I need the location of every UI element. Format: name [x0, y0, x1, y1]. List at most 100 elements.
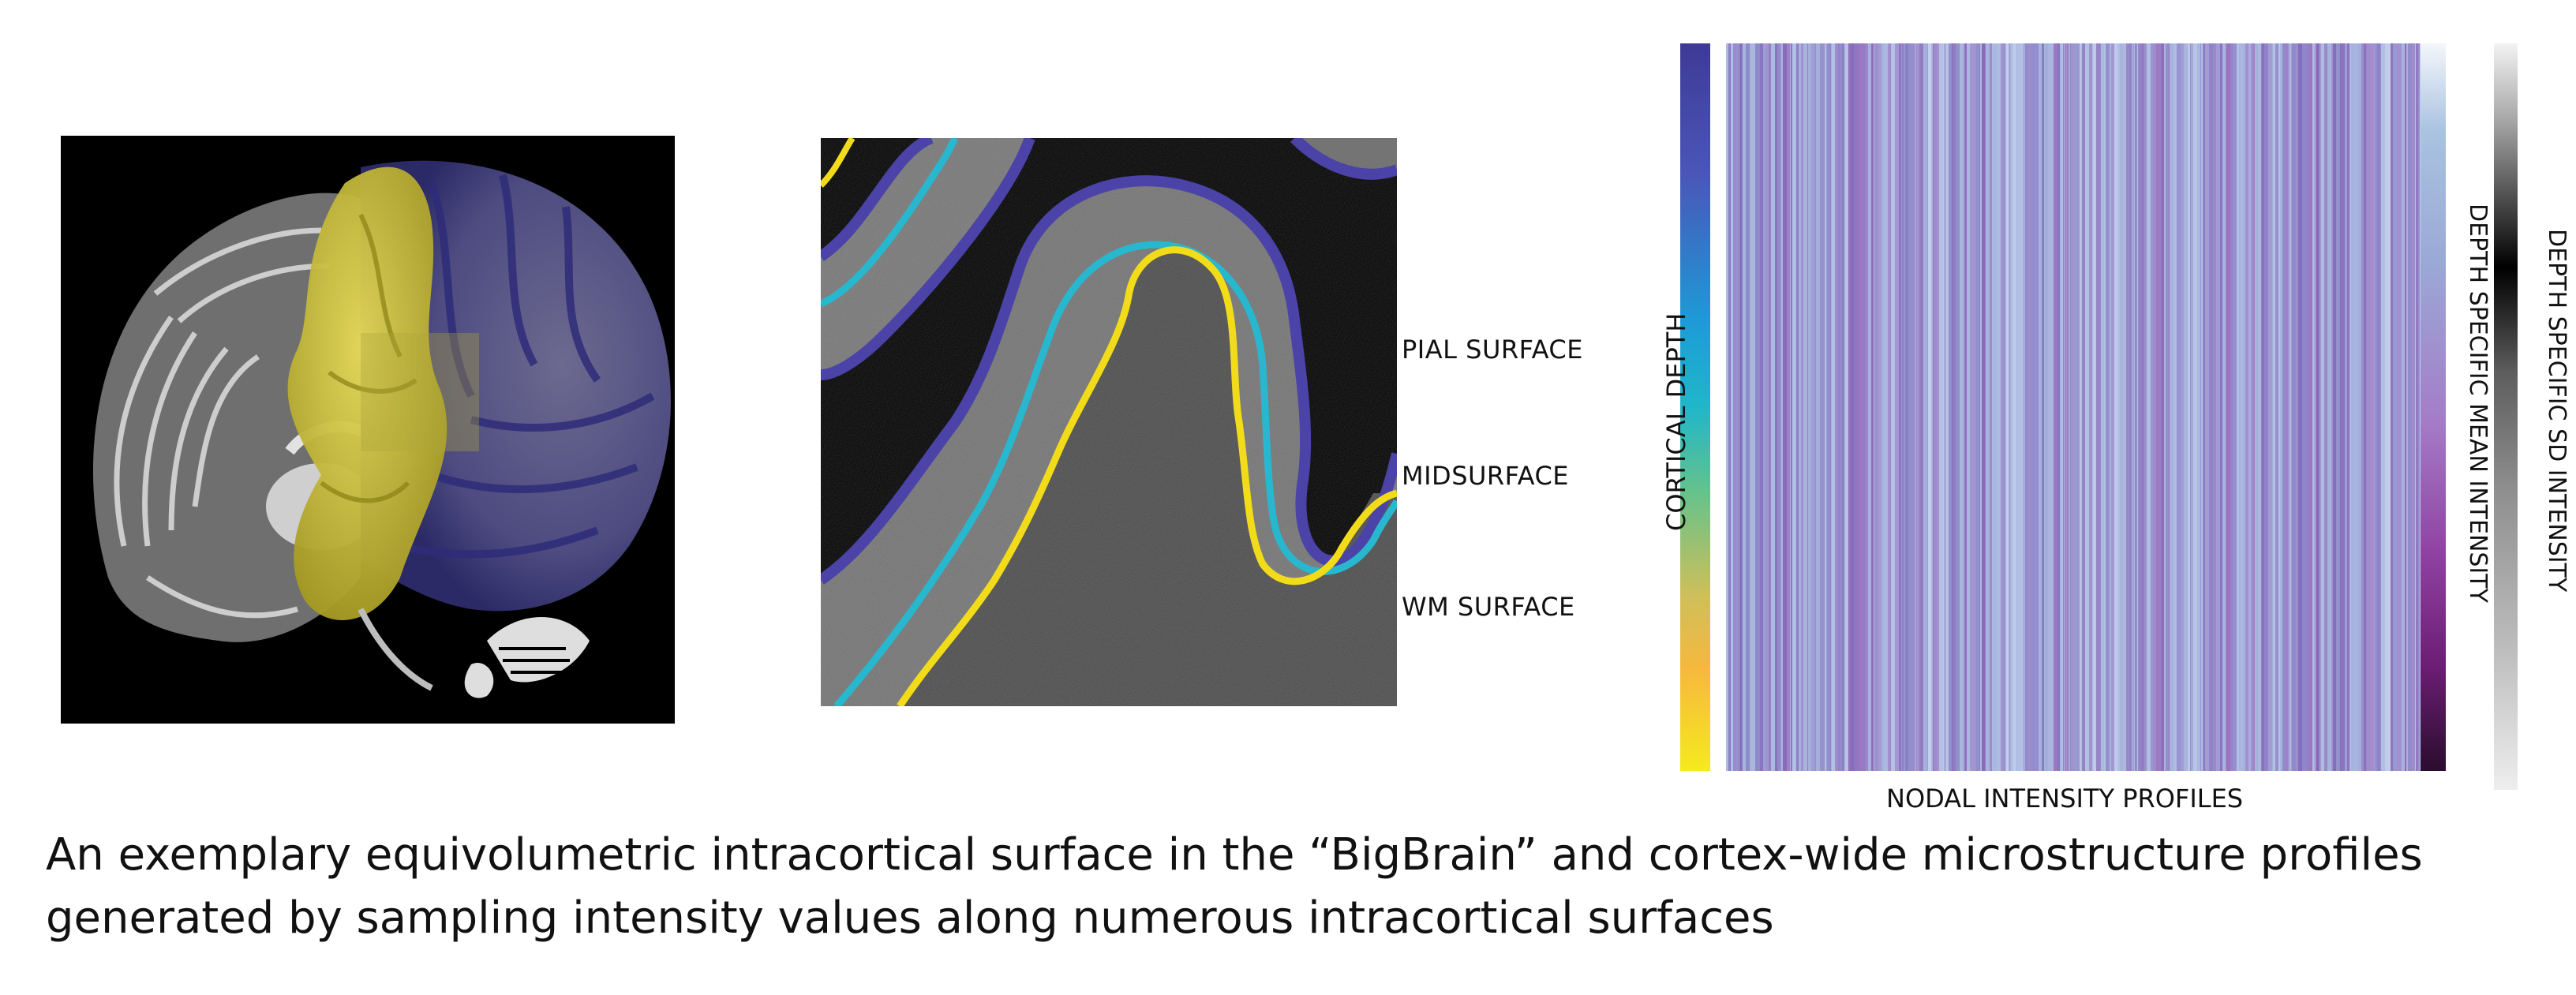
heatmap-stripe — [2351, 43, 2353, 771]
heatmap-stripe — [2192, 43, 2193, 771]
heatmap-stripe — [2420, 43, 2421, 771]
heatmap-stripe — [2111, 43, 2114, 771]
heatmap-stripe — [2025, 43, 2027, 771]
heatmap-stripe — [2123, 43, 2126, 771]
heatmap-stripe — [2080, 43, 2081, 771]
heatmap-stripe — [1760, 43, 1763, 771]
heatmap-stripe — [1891, 43, 1895, 771]
heatmap-stripe — [2134, 43, 2135, 771]
heatmap-stripe — [1874, 43, 1878, 771]
heatmap-stripe — [2004, 43, 2005, 771]
heatmap-stripe — [2333, 43, 2336, 771]
heatmap-stripe — [2385, 43, 2389, 771]
heatmap-stripe — [2044, 43, 2045, 771]
heatmap-stripe — [1866, 43, 1868, 771]
heatmap-stripe — [2110, 43, 2111, 771]
heatmap-stripe — [2061, 43, 2063, 771]
heatmap-stripe — [1986, 43, 1990, 771]
heatmap-stripe — [1771, 43, 1775, 771]
heatmap-stripe — [2039, 43, 2042, 771]
heatmap-stripe — [2374, 43, 2375, 771]
heatmap-stripe — [2377, 43, 2380, 771]
heatmap-stripe — [1807, 43, 1808, 771]
heatmap-stripe — [1790, 43, 1791, 771]
heatmap-stripe — [1820, 43, 1822, 771]
caption-line-2: generated by sampling intensity values a… — [46, 892, 1774, 944]
heatmap-stripe — [2159, 43, 2161, 771]
heatmap-stripe — [2312, 43, 2314, 771]
heatmap-stripe — [1750, 43, 1752, 771]
heatmap-stripe — [1730, 43, 1731, 771]
heatmap-stripe — [1831, 43, 1832, 771]
heatmap-stripe — [1752, 43, 1755, 771]
heatmap-stripe — [1859, 43, 1863, 771]
heatmap-stripe — [1742, 43, 1743, 771]
heatmap-stripe — [2327, 43, 2331, 771]
heatmap-stripe — [2402, 43, 2405, 771]
heatmap-stripe — [1731, 43, 1733, 771]
heatmap-stripe — [2278, 43, 2280, 771]
heatmap-stripe — [2380, 43, 2381, 771]
heatmap-stripe — [2321, 43, 2324, 771]
heatmap-stripe — [2233, 43, 2237, 771]
heatmap-stripe — [2048, 43, 2052, 771]
heatmap-stripe — [1801, 43, 1803, 771]
heatmap-stripe — [1736, 43, 1738, 771]
heatmap-stripe — [2054, 43, 2057, 771]
heatmap-stripe — [2416, 43, 2418, 771]
midsurface-label: MIDSURFACE — [1402, 461, 1570, 491]
heatmap-stripe — [2341, 43, 2345, 771]
heatmap-stripe — [2288, 43, 2290, 771]
heatmap-stripe — [2069, 43, 2070, 771]
heatmap-stripe — [2336, 43, 2340, 771]
heatmap-stripe — [2120, 43, 2123, 771]
sd-intensity-bar — [2494, 43, 2518, 790]
heatmap-stripe — [2415, 43, 2416, 771]
heatmap-stripe — [1908, 43, 1912, 771]
heatmap-stripe — [2156, 43, 2159, 771]
heatmap-stripe — [1967, 43, 1970, 771]
heatmap-stripe — [2193, 43, 2197, 771]
mean-intensity-label: DEPTH SPECIFIC MEAN INTENSITY — [2464, 204, 2492, 603]
heatmap-stripe — [2350, 43, 2351, 771]
heatmap-stripe — [1884, 43, 1888, 771]
heatmap-stripe — [2100, 43, 2101, 771]
heatmap-stripe — [1838, 43, 1840, 771]
heatmap-stripe — [2135, 43, 2136, 771]
heatmap-stripe — [2081, 43, 2082, 771]
heatmap-stripe — [2076, 43, 2080, 771]
heatmap-stripe — [2319, 43, 2320, 771]
heatmap-stripe — [2177, 43, 2181, 771]
heatmap-stripe — [1952, 43, 1953, 771]
heatmap-stripe — [2273, 43, 2275, 771]
heatmap-stripe — [1726, 43, 1728, 771]
heatmap-stripe — [2083, 43, 2085, 771]
heatmap-stripe — [2181, 43, 2184, 771]
heatmap-stripe — [2349, 43, 2350, 771]
sd-intensity-label: DEPTH SPECIFIC SD INTENSITY — [2543, 229, 2570, 593]
heatmap-stripe — [1945, 43, 1949, 771]
heatmap-stripe — [1981, 43, 1982, 771]
heatmap-stripe — [1901, 43, 1902, 771]
heatmap-stripe — [1982, 43, 1985, 771]
heatmap-stripe — [1868, 43, 1871, 771]
heatmap-stripe — [2268, 43, 2272, 771]
heatmap-stripe — [2174, 43, 2177, 771]
heatmap-stripe — [2214, 43, 2216, 771]
heatmap-stripe — [2391, 43, 2393, 771]
heatmap-stripe — [2200, 43, 2201, 771]
heatmap-stripe — [1787, 43, 1790, 771]
heatmap-stripe — [2340, 43, 2341, 771]
figure-caption: An exemplary equivolumetric intracortica… — [46, 824, 2532, 950]
heatmap-stripe — [2262, 43, 2264, 771]
heatmap-stripe — [1953, 43, 1956, 771]
heatmap-stripe — [2021, 43, 2023, 771]
heatmap-stripe — [2251, 43, 2253, 771]
heatmap-stripe — [2085, 43, 2089, 771]
heatmap-stripe — [1822, 43, 1825, 771]
heatmap-stripe — [2408, 43, 2412, 771]
heatmap-stripe — [2393, 43, 2397, 771]
heatmap-stripe — [1956, 43, 1960, 771]
heatmap-stripe — [2296, 43, 2298, 771]
heatmap-stripe — [2275, 43, 2278, 771]
